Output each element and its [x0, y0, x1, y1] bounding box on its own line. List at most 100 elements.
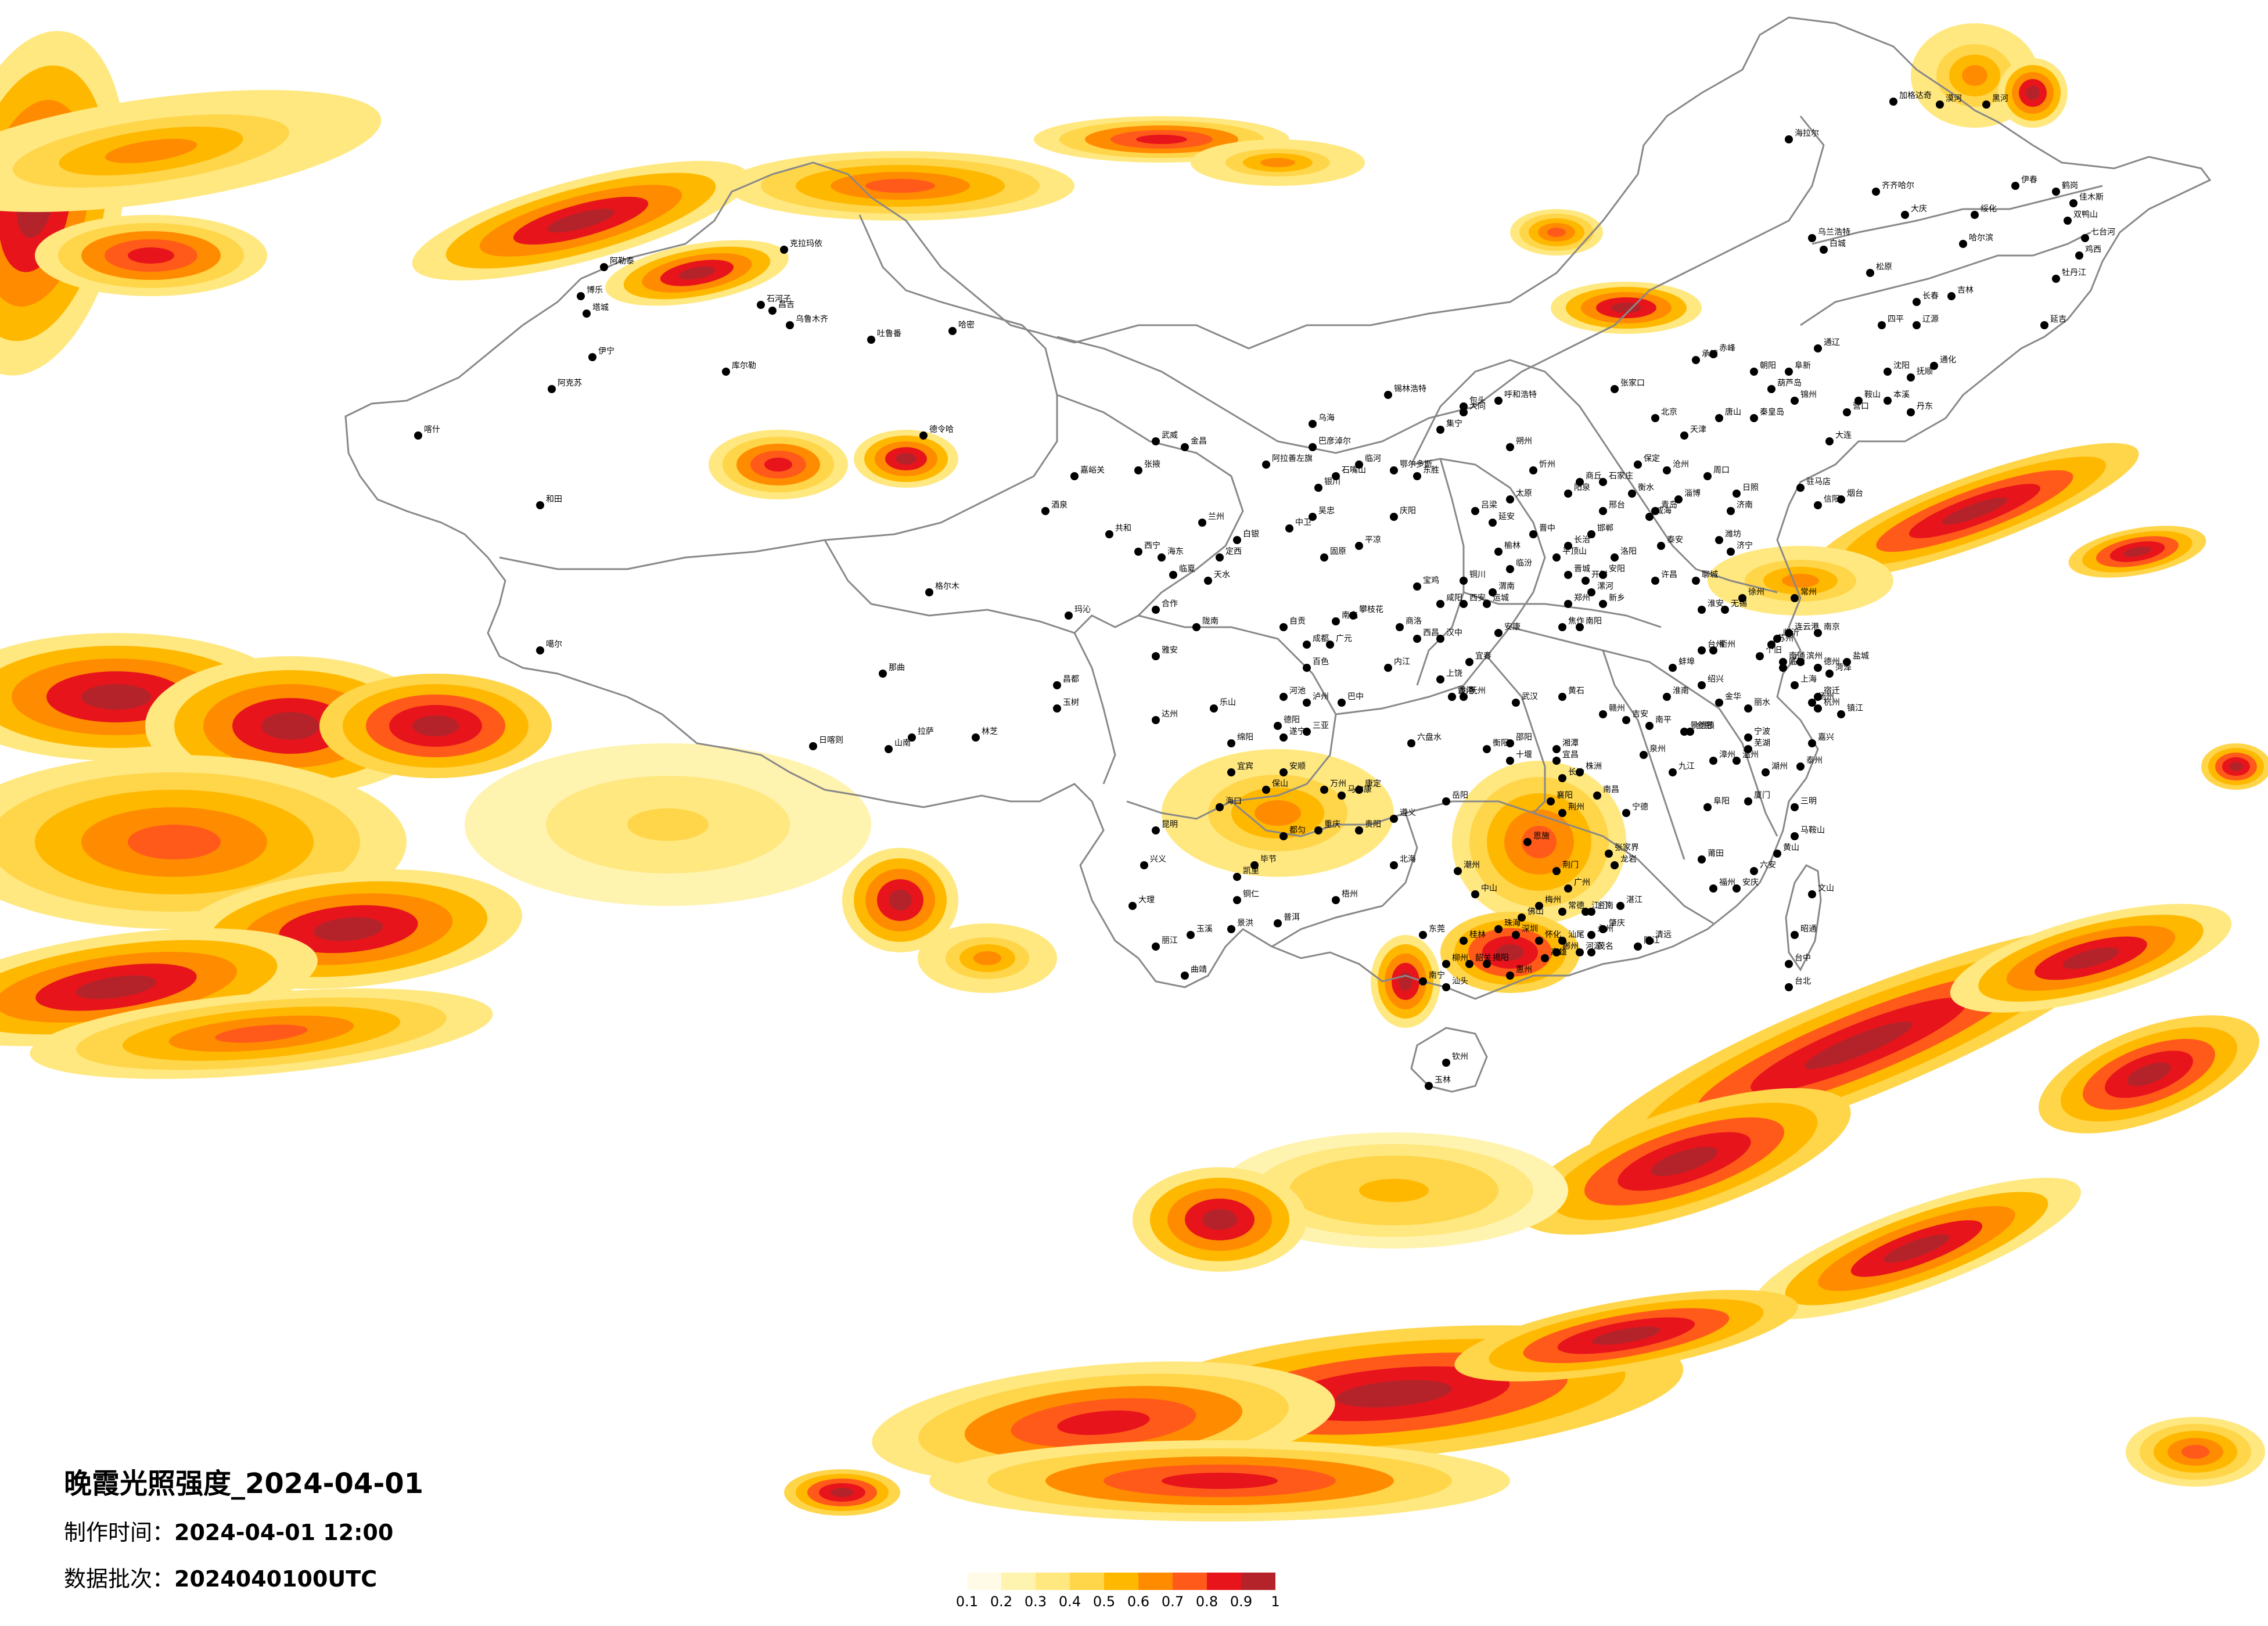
city-marker: [577, 292, 585, 300]
city-marker: [1651, 507, 1659, 515]
city-label: 十堰: [1516, 750, 1532, 760]
city-marker: [1645, 513, 1654, 521]
produce-time-value: 2024-04-01 12:00: [174, 1520, 394, 1545]
city-label: 安顺: [1289, 762, 1306, 771]
city-label: 许昌: [1661, 570, 1677, 580]
city-label: 漠河: [1946, 94, 1962, 103]
city-label: 南京: [1824, 623, 1840, 632]
city-marker: [1128, 902, 1137, 910]
city-label: 嘉兴: [1818, 733, 1834, 742]
city-marker: [1814, 344, 1822, 352]
city-marker: [1535, 902, 1543, 910]
city-label: 文山: [1818, 884, 1834, 893]
city-marker: [1663, 466, 1671, 474]
city-label: 运城: [1493, 593, 1509, 603]
city-label: 加格达奇: [1899, 91, 1932, 100]
glow-patch: [1884, 1234, 1950, 1263]
city-marker: [1721, 606, 1729, 614]
city-marker: [548, 385, 556, 393]
city-label: 康定: [1365, 779, 1381, 789]
city-marker: [1733, 757, 1741, 765]
produce-time: 制作时间：2024-04-01 12:00: [64, 1517, 423, 1548]
city-marker: [1773, 850, 1781, 858]
city-label: 芜湖: [1754, 738, 1770, 748]
city-label: 莆田: [1708, 849, 1724, 858]
city-marker: [1913, 298, 1921, 306]
city-marker: [1169, 571, 1177, 579]
city-marker: [1587, 908, 1595, 916]
glow-patch: [1962, 65, 1987, 86]
city-marker: [1216, 553, 1224, 562]
city-marker: [1326, 641, 1334, 649]
city-marker: [1634, 461, 1642, 469]
city-label: 宁德: [1632, 802, 1648, 812]
city-marker: [1483, 600, 1491, 608]
city-label: 榆林: [1504, 541, 1521, 551]
city-label: 天水: [1214, 570, 1230, 580]
yunnan-guizhou-border: [1231, 800, 1418, 948]
city-label: 定西: [1225, 547, 1242, 556]
city-marker: [1907, 373, 1915, 382]
legend-swatch: [1138, 1573, 1173, 1590]
city-marker: [1727, 548, 1735, 556]
city-marker: [1489, 519, 1497, 527]
city-marker: [1814, 693, 1822, 701]
city-marker: [1460, 693, 1468, 701]
city-label: 林芝: [982, 727, 998, 736]
city-label: 噶尔: [546, 640, 562, 649]
city-marker: [972, 733, 980, 742]
city-label: 集宁: [1446, 419, 1462, 429]
legend-color-bar: [967, 1573, 1315, 1590]
glow-patch: [547, 208, 615, 233]
city-marker: [1866, 269, 1874, 277]
city-marker: [1105, 530, 1113, 538]
city-marker: [1279, 733, 1288, 742]
city-label: 天津: [1690, 425, 1706, 434]
city-marker: [1442, 960, 1450, 968]
city-label: 毕节: [1260, 855, 1277, 864]
city-marker: [1552, 745, 1561, 753]
city-label: 龙岩: [1620, 855, 1637, 864]
city-marker: [1227, 925, 1235, 933]
city-label: 鄂尔多斯: [1400, 459, 1432, 469]
city-marker: [1785, 368, 1793, 376]
city-marker: [1436, 426, 1444, 434]
city-marker: [1494, 925, 1503, 933]
city-marker: [1767, 385, 1775, 393]
city-label: 和田: [546, 495, 562, 504]
city-marker: [536, 646, 544, 654]
city-label: 九江: [1678, 762, 1695, 771]
city-label: 广州: [1574, 878, 1590, 887]
glow-patch: [2123, 546, 2151, 557]
city-marker: [1582, 908, 1590, 916]
city-label: 聊城: [1702, 570, 1718, 580]
city-marker: [2040, 321, 2048, 329]
city-marker: [1669, 768, 1677, 776]
city-label: 大理: [1138, 895, 1155, 905]
city-label: 张掖: [1144, 460, 1160, 469]
city-marker: [1698, 855, 1706, 864]
city-marker: [1564, 600, 1572, 608]
city-label: 包头: [1469, 396, 1486, 405]
legend-tick-label: 0.8: [1195, 1593, 1219, 1610]
city-label: 东胜: [1423, 466, 1439, 475]
city-label: 鸡西: [2085, 244, 2101, 254]
city-label: 衡阳: [1493, 739, 1509, 748]
city-label: 台州: [1708, 640, 1724, 649]
city-marker: [1750, 867, 1758, 875]
sichuan-border: [1126, 614, 1337, 820]
city-marker: [1181, 972, 1189, 980]
color-legend: 0.1 0.2 0.3 0.4 0.5 0.6 0.7 0.8 0.9 1: [956, 1573, 1315, 1613]
glow-patch: [128, 825, 221, 859]
city-label: 喀什: [424, 425, 440, 434]
glow-patch: [678, 266, 716, 280]
city-label: 大连: [1835, 431, 1852, 440]
city-label: 襄阳: [1557, 791, 1573, 800]
city-label: 兴义: [1150, 855, 1166, 864]
city-label: 南宁: [1429, 970, 1445, 980]
city-label: 海拉尔: [1795, 129, 1819, 138]
city-label: 玉林: [1435, 1075, 1451, 1085]
city-label: 湖州: [1771, 762, 1788, 771]
city-marker: [1390, 861, 1398, 869]
city-marker: [1227, 768, 1235, 776]
